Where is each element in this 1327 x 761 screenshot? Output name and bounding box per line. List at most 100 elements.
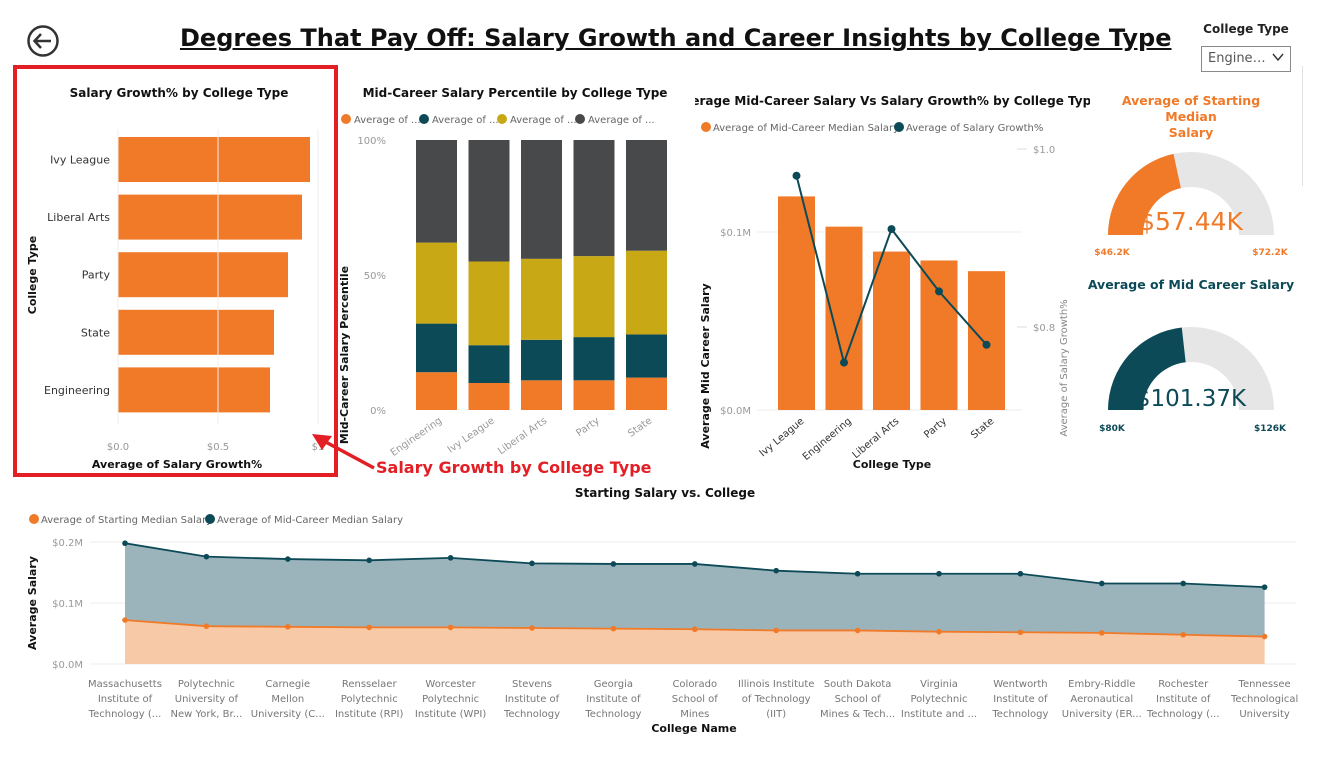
growth-bar — [118, 194, 302, 240]
college-type-slicer[interactable]: Engineeri... — [1201, 46, 1291, 72]
gauge-midcareer-title: Average of Mid Career Salary — [1086, 277, 1296, 293]
area-mid-career-point — [610, 561, 617, 567]
area-x-tick-label-line: Stevens — [512, 679, 552, 690]
area-y-axis-label: Average Salary — [26, 556, 39, 650]
red-arrow-icon — [312, 434, 375, 470]
area-x-tick-label-line: University of — [175, 694, 239, 705]
growth-x-tick-label: $1 — [312, 442, 325, 453]
combo-y-right-tick-label: $0.8 — [1033, 323, 1055, 334]
area-x-tick-label: Polytechnic University of New York, Br... — [171, 679, 243, 720]
percentile-bar-segment — [626, 250, 667, 335]
area-x-tick-label-line: Institute (RPI) — [335, 709, 404, 720]
percentile-bar-segment — [416, 242, 457, 324]
area-x-tick-label-line: Institute of — [1156, 694, 1211, 705]
area-starting-point — [285, 623, 291, 630]
area-x-tick-label: Carnegie Mellon University (C... — [251, 679, 325, 720]
area-mid-career-fill — [125, 543, 1265, 637]
area-x-tick-label-line: Polytechnic — [178, 679, 235, 690]
area-mid-career-point — [1261, 584, 1268, 590]
area-x-tick-label-line: Illinois Institute — [738, 679, 814, 690]
area-x-tick-label-line: University (ER... — [1062, 709, 1142, 720]
gauge-midcareer-title-line1: Average of Mid Career Salary — [1087, 277, 1295, 292]
area-x-tick-label: Wentworth Institute of Technology — [991, 679, 1048, 720]
area-x-tick-label-line: Georgia — [594, 679, 633, 690]
area-x-tick-label-line: Technological — [1230, 694, 1298, 705]
annotation-text: Salary Growth by College Type — [376, 458, 652, 477]
area-mid-career-point — [203, 553, 210, 560]
combo-y-left-tick-label: $0.0M — [720, 406, 751, 417]
area-x-tick-label-line: University (C... — [251, 709, 325, 720]
area-x-tick-label: Virginia Polytechnic Institute and ... — [901, 679, 977, 720]
combo-line-point — [887, 225, 896, 234]
percentile-x-tick-label: State — [626, 415, 654, 439]
combo-x-tick-label: Liberal Arts — [851, 416, 902, 461]
gauge-starting-title-line1: Average of Starting Median — [1121, 93, 1261, 124]
area-starting-point — [529, 625, 535, 631]
percentile-bar-segment — [626, 377, 667, 410]
area-x-tick-label-line: Aeronautical — [1070, 694, 1133, 705]
percentile-bar-segment — [468, 261, 510, 346]
gauge-midcareer-min: $80K — [1099, 424, 1126, 434]
growth-y-tick-label: Ivy League — [50, 154, 110, 167]
area-x-tick-label-line: Institute of — [993, 694, 1048, 705]
percentile-legend-label: Average of ... — [510, 115, 577, 126]
percentile-bar-segment — [573, 256, 615, 338]
area-x-tick-label-line: Rochester — [1158, 679, 1209, 690]
area-x-tick-label-line: Institute of — [586, 694, 641, 705]
area-x-tick-label-line: of Technology — [742, 694, 811, 705]
area-mid-career-point — [1017, 570, 1024, 577]
chevron-down-icon — [1272, 53, 1284, 62]
area-x-tick-label-line: Polytechnic — [422, 694, 479, 705]
slicer-value: Engineeri... — [1208, 51, 1270, 66]
percentile-bar-segment — [521, 380, 562, 410]
combo-x-tick-label: Engineering — [801, 416, 854, 463]
area-starting-point — [203, 623, 210, 629]
area-mid-career-point — [854, 570, 861, 577]
back-button[interactable] — [26, 24, 60, 58]
area-starting-point — [610, 625, 617, 632]
percentile-y-tick-label: 0% — [370, 406, 386, 417]
page-title: Degrees That Pay Off: Salary Growth and … — [180, 24, 1172, 52]
divider — [1302, 66, 1303, 186]
gauge-starting-fill — [1108, 153, 1181, 235]
area-x-tick-label-line: Colorado — [672, 679, 717, 690]
area-y-tick-label: $0.1M — [52, 599, 83, 610]
percentile-bar-segment — [573, 337, 615, 381]
growth-x-axis-label: Average of Salary Growth% — [92, 458, 262, 471]
area-starting-point — [122, 617, 128, 623]
gauge-starting-min: $46.2K — [1094, 248, 1130, 258]
combo-bar — [825, 226, 863, 410]
area-mid-career-point — [366, 557, 373, 564]
area-x-tick-label: Georgia Institute of Technology — [584, 679, 641, 720]
area-x-tick-label-line: Institute of — [505, 694, 560, 705]
growth-y-tick-label: State — [81, 326, 110, 339]
area-x-tick-label-line: Rensselaer — [342, 679, 398, 690]
percentile-legend-marker — [497, 114, 507, 124]
area-mid-career-point — [122, 540, 128, 547]
area-starting-point — [854, 627, 861, 634]
area-x-tick-label-line: University — [1239, 709, 1290, 720]
area-x-tick-label-line: Technology — [503, 709, 560, 720]
percentile-legend-label: Average of ... — [588, 115, 655, 126]
gauge-starting-value: $57.44K — [1139, 207, 1243, 236]
combo-y-left-tick-label: $0.1M — [720, 228, 751, 239]
area-x-tick-label-line: New York, Br... — [171, 709, 243, 720]
combo-y-right-tick-label: $1.0 — [1033, 145, 1055, 156]
area-x-tick-label-line: Mines & Tech... — [820, 709, 895, 720]
area-x-tick-label-line: Institute of — [98, 694, 153, 705]
percentile-legend-marker — [575, 114, 585, 124]
area-x-tick-label: Rensselaer Polytechnic Institute (RPI) — [335, 679, 404, 720]
combo-line-point — [935, 287, 943, 296]
area-mid-career-point — [1180, 580, 1186, 587]
area-y-tick-label: $0.0M — [52, 660, 83, 671]
growth-y-axis-label: College Type — [26, 236, 39, 315]
area-x-tick-label-line: Technology — [584, 709, 641, 720]
combo-x-tick-label: State — [969, 416, 996, 441]
gauge-midcareer-fill — [1108, 327, 1186, 410]
percentile-bar-segment — [626, 334, 667, 378]
area-mid-career-point — [285, 556, 291, 562]
percentile-legend-label: Average of ... — [432, 115, 499, 126]
percentile-x-tick-label: Liberal Arts — [496, 415, 549, 457]
percentile-chart: Mid-Career Salary Percentile by College … — [338, 86, 667, 459]
area-starting-point — [773, 627, 779, 634]
